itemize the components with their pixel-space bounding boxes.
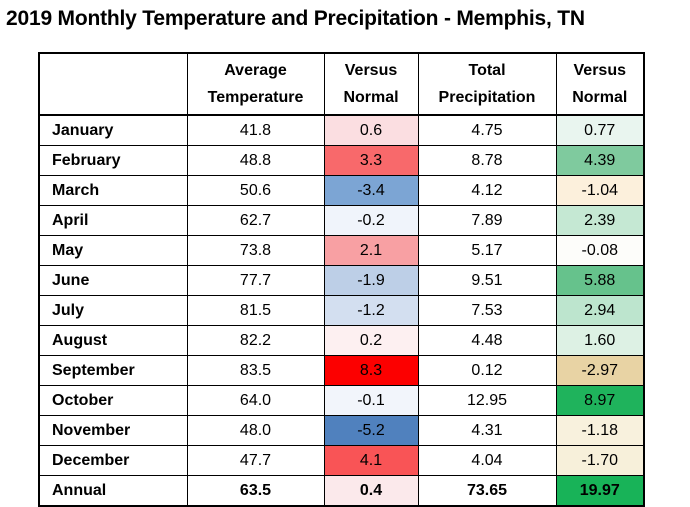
precip-vs-normal-cell: 2.94 <box>555 295 645 326</box>
temp-vs-normal-cell: -1.2 <box>323 295 419 326</box>
total-precip-cell: 8.78 <box>417 145 557 176</box>
total-precip-cell: 4.31 <box>417 415 557 446</box>
temp-vs-normal-cell: -1.9 <box>323 265 419 296</box>
total-precip-cell: 4.75 <box>417 114 557 146</box>
total-precip-cell: 5.17 <box>417 235 557 266</box>
table-row: June 77.7 -1.9 9.51 5.88 <box>38 265 645 296</box>
month-cell: May <box>38 235 188 266</box>
avg-temp-cell: 62.7 <box>186 205 325 236</box>
precip-vs-normal-cell: 0.77 <box>555 114 645 146</box>
temp-versus-normal-header: Versus Normal <box>323 52 419 116</box>
month-cell: April <box>38 205 188 236</box>
table-row: August 82.2 0.2 4.48 1.60 <box>38 325 645 356</box>
month-cell: September <box>38 355 188 386</box>
total-precip-cell: 12.95 <box>417 385 557 416</box>
table-row: September 83.5 8.3 0.12 -2.97 <box>38 355 645 386</box>
header-line: Total <box>468 62 506 79</box>
temp-vs-normal-cell: 3.3 <box>323 145 419 176</box>
header-row: Average Temperature Versus Normal Total … <box>38 52 645 116</box>
month-cell: Annual <box>38 475 188 507</box>
table-row: January 41.8 0.6 4.75 0.77 <box>38 114 645 146</box>
table-row: Annual 63.5 0.4 73.65 19.97 <box>38 475 645 507</box>
avg-temp-cell: 41.8 <box>186 114 325 146</box>
month-cell: March <box>38 175 188 206</box>
page-title: 2019 Monthly Temperature and Precipitati… <box>6 7 585 30</box>
table-row: December 47.7 4.1 4.04 -1.70 <box>38 445 645 476</box>
month-cell: October <box>38 385 188 416</box>
total-precip-cell: 7.89 <box>417 205 557 236</box>
month-cell: August <box>38 325 188 356</box>
precip-vs-normal-cell: 2.39 <box>555 205 645 236</box>
table-row: May 73.8 2.1 5.17 -0.08 <box>38 235 645 266</box>
avg-temp-cell: 63.5 <box>186 475 325 507</box>
avg-temp-cell: 83.5 <box>186 355 325 386</box>
temp-vs-normal-cell: -0.1 <box>323 385 419 416</box>
temp-vs-normal-cell: 0.2 <box>323 325 419 356</box>
precip-vs-normal-cell: 8.97 <box>555 385 645 416</box>
precip-vs-normal-cell: -1.70 <box>555 445 645 476</box>
temp-vs-normal-cell: 4.1 <box>323 445 419 476</box>
avg-temp-cell: 81.5 <box>186 295 325 326</box>
precip-vs-normal-cell: 19.97 <box>555 475 645 507</box>
header-line: Precipitation <box>438 89 536 106</box>
avg-temp-cell: 47.7 <box>186 445 325 476</box>
avg-temp-cell: 73.8 <box>186 235 325 266</box>
header-line: Normal <box>572 89 628 106</box>
avg-temperature-header: Average Temperature <box>186 52 325 116</box>
total-precip-cell: 73.65 <box>417 475 557 507</box>
table-row: October 64.0 -0.1 12.95 8.97 <box>38 385 645 416</box>
month-cell: February <box>38 145 188 176</box>
avg-temp-cell: 82.2 <box>186 325 325 356</box>
table-row: November 48.0 -5.2 4.31 -1.18 <box>38 415 645 446</box>
month-cell: January <box>38 114 188 146</box>
precip-vs-normal-cell: 5.88 <box>555 265 645 296</box>
temp-vs-normal-cell: 0.6 <box>323 114 419 146</box>
temp-vs-normal-cell: 8.3 <box>323 355 419 386</box>
month-cell: June <box>38 265 188 296</box>
total-precipitation-header: Total Precipitation <box>417 52 557 116</box>
precip-vs-normal-cell: -2.97 <box>555 355 645 386</box>
table-row: April 62.7 -0.2 7.89 2.39 <box>38 205 645 236</box>
avg-temp-cell: 48.0 <box>186 415 325 446</box>
table-row: July 81.5 -1.2 7.53 2.94 <box>38 295 645 326</box>
total-precip-cell: 4.48 <box>417 325 557 356</box>
header-line: Versus <box>573 62 626 79</box>
avg-temp-cell: 77.7 <box>186 265 325 296</box>
month-cell: December <box>38 445 188 476</box>
header-line: Temperature <box>207 89 304 106</box>
precip-vs-normal-cell: -1.18 <box>555 415 645 446</box>
total-precip-cell: 9.51 <box>417 265 557 296</box>
header-line: Normal <box>343 89 399 106</box>
temp-vs-normal-cell: -0.2 <box>323 205 419 236</box>
precip-vs-normal-cell: 1.60 <box>555 325 645 356</box>
temp-vs-normal-cell: -3.4 <box>323 175 419 206</box>
temp-vs-normal-cell: 0.4 <box>323 475 419 507</box>
month-cell: November <box>38 415 188 446</box>
total-precip-cell: 4.04 <box>417 445 557 476</box>
corner-header-cell <box>38 52 188 116</box>
temp-vs-normal-cell: -5.2 <box>323 415 419 446</box>
month-cell: July <box>38 295 188 326</box>
temp-vs-normal-cell: 2.1 <box>323 235 419 266</box>
weather-data-table: Average Temperature Versus Normal Total … <box>38 52 645 507</box>
precip-vs-normal-cell: -1.04 <box>555 175 645 206</box>
precip-versus-normal-header: Versus Normal <box>555 52 645 116</box>
header-line: Versus <box>344 62 398 79</box>
precip-vs-normal-cell: 4.39 <box>555 145 645 176</box>
avg-temp-cell: 64.0 <box>186 385 325 416</box>
precip-vs-normal-cell: -0.08 <box>555 235 645 266</box>
avg-temp-cell: 48.8 <box>186 145 325 176</box>
total-precip-cell: 7.53 <box>417 295 557 326</box>
header-line: Average <box>224 62 287 79</box>
table-row: February 48.8 3.3 8.78 4.39 <box>38 145 645 176</box>
total-precip-cell: 4.12 <box>417 175 557 206</box>
total-precip-cell: 0.12 <box>417 355 557 386</box>
table-row: March 50.6 -3.4 4.12 -1.04 <box>38 175 645 206</box>
table-body: January 41.8 0.6 4.75 0.77 February 48.8 3.3 8.7… <box>38 114 645 507</box>
avg-temp-cell: 50.6 <box>186 175 325 206</box>
